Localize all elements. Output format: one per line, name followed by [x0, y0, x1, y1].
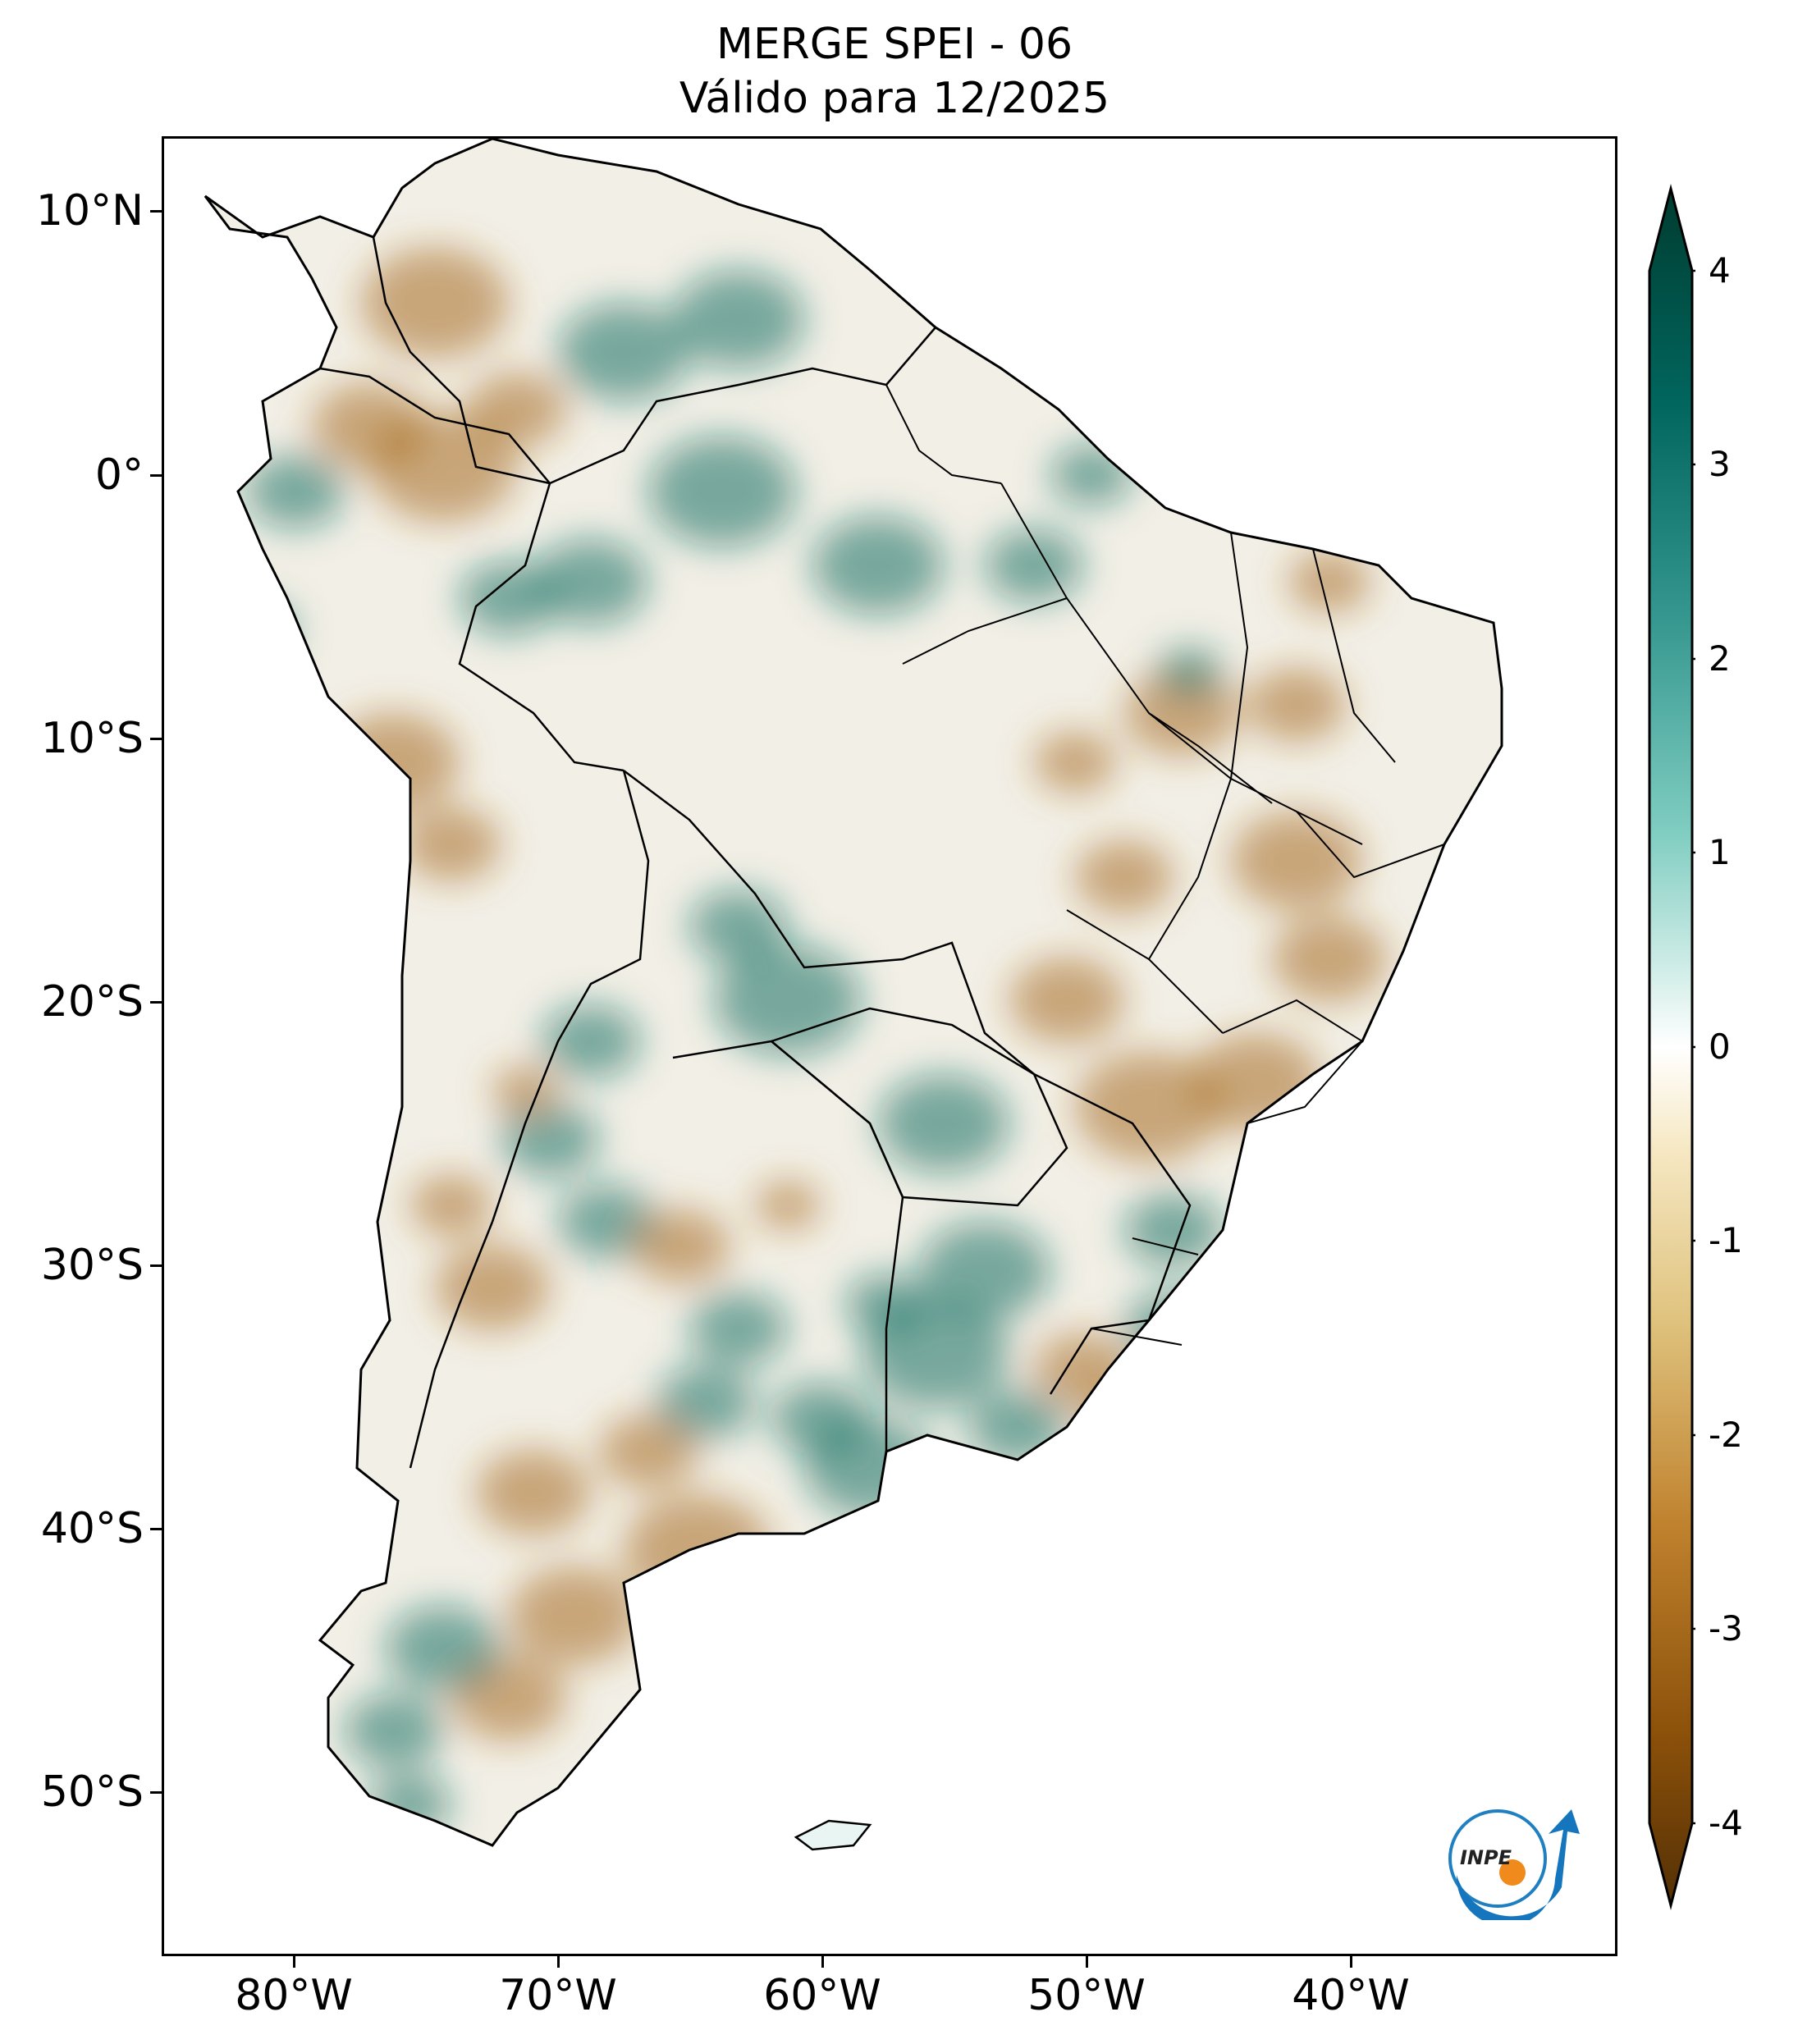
dry-anomaly-patch [402, 807, 501, 881]
wet-anomaly-patch [648, 436, 796, 547]
state-borders [885, 384, 1445, 1346]
dry-anomaly-patch [468, 373, 566, 446]
y-tick-mark [150, 1528, 162, 1530]
dry-anomaly-patch [1075, 1051, 1223, 1163]
x-tick-mark [821, 1956, 824, 1968]
dry-anomaly-patch [1034, 731, 1116, 793]
dry-anomaly-patch [509, 1566, 640, 1665]
wet-anomaly-patch [968, 1390, 1067, 1464]
dry-anomaly-patch [632, 1209, 730, 1283]
dry-anomaly-patch [1009, 957, 1124, 1044]
logo-text: INPE [1460, 1846, 1512, 1869]
wet-anomaly-patch [369, 1773, 451, 1836]
dry-anomaly-patch [361, 247, 509, 359]
map-title: MERGE SPEI - 06 [716, 20, 1073, 69]
south-america-map [204, 139, 1503, 1851]
colorbar-tick-label: -4 [1709, 1803, 1743, 1843]
y-tick-mark [150, 210, 162, 213]
y-tick-mark [150, 1791, 162, 1794]
y-tick-mark [150, 474, 162, 477]
dry-anomaly-patch [1034, 1333, 1132, 1406]
dry-anomaly-patch [599, 1415, 698, 1488]
wet-anomaly-patch [1124, 1193, 1223, 1267]
dry-anomaly-patch [369, 411, 517, 523]
y-tick-label: 30°S [40, 1241, 144, 1290]
wet-anomaly-patch [1124, 1292, 1223, 1365]
wet-anomaly-patch [689, 889, 788, 963]
wet-anomaly-patch [542, 1004, 640, 1078]
y-tick-mark [150, 738, 162, 740]
y-tick-label: 0° [94, 450, 144, 500]
y-tick-label: 50°S [40, 1767, 144, 1817]
wet-anomaly-patch [673, 270, 804, 368]
y-tick-mark [150, 1264, 162, 1267]
colorbar-ticks [1692, 269, 1695, 1825]
wet-anomaly-patch [919, 1222, 1050, 1320]
y-tick-label: 10°N [35, 186, 144, 235]
dry-anomaly-patch [1247, 668, 1346, 742]
x-tick-label: 60°W [763, 1971, 881, 2020]
colorbar-tick-label: 4 [1709, 250, 1731, 290]
coastline [204, 139, 1503, 1847]
x-tick-mark [557, 1956, 560, 1968]
map-area [162, 136, 1617, 1956]
wet-anomaly-patch [460, 561, 558, 635]
wet-anomaly-patch [558, 1185, 657, 1259]
wet-anomaly-patch [812, 516, 944, 615]
x-tick-label: 70°W [499, 1971, 617, 2020]
wet-anomaly-patch [714, 944, 862, 1056]
colorbar-body [1648, 184, 1694, 1910]
wet-anomaly-patch [657, 1365, 755, 1439]
wet-anomaly-patch [558, 303, 689, 401]
y-tick-label: 10°S [40, 714, 144, 763]
wet-anomaly-patch [878, 1074, 1009, 1173]
x-tick-label: 40°W [1292, 1971, 1410, 2020]
dry-anomaly-patch [755, 1181, 821, 1230]
wet-anomaly-patch [345, 1694, 443, 1767]
wet-anomaly-patch [771, 1382, 870, 1456]
dry-anomaly-patch [476, 1449, 591, 1536]
y-tick-label: 20°S [40, 977, 144, 1027]
wet-anomaly-patch [845, 1273, 927, 1335]
x-tick-mark [1350, 1956, 1352, 1968]
falkland-islands [794, 1819, 872, 1851]
colorbar-tick-label: -1 [1709, 1220, 1743, 1260]
colorbar-tick-label: 0 [1709, 1027, 1731, 1067]
country-borders [319, 236, 1192, 1469]
wet-anomaly-patch [1050, 444, 1132, 506]
dry-anomaly-patch [435, 1244, 550, 1331]
dry-anomaly-patch [624, 1494, 771, 1606]
x-tick-label: 80°W [235, 1971, 353, 2020]
wet-anomaly-patch [386, 1605, 501, 1692]
x-tick-label: 50°W [1027, 1971, 1146, 2020]
colorbar-tick-label: -3 [1709, 1608, 1743, 1648]
colorbar-tick-label: -2 [1709, 1415, 1743, 1455]
colorbar [1648, 184, 1695, 1910]
dry-anomaly-patch [1272, 916, 1387, 1003]
wet-anomaly-patch [1157, 647, 1223, 697]
inpe-logo: INPE [1448, 1809, 1580, 1920]
spei-field [205, 139, 1502, 1845]
dry-anomaly-patch [410, 1174, 492, 1237]
dry-anomaly-patch [1231, 812, 1362, 910]
wet-anomaly-patch [533, 538, 648, 625]
colorbar-tick-label: 1 [1709, 832, 1731, 872]
y-tick-mark [150, 1001, 162, 1004]
colorbar-tick-label: 2 [1709, 638, 1731, 679]
y-tick-label: 40°S [40, 1504, 144, 1553]
wet-anomaly-patch [689, 1292, 788, 1365]
dry-anomaly-patch [1288, 551, 1370, 613]
dry-anomaly-patch [1075, 840, 1174, 914]
colorbar-tick-label: 3 [1709, 444, 1731, 484]
dry-anomaly-patch [1083, 1382, 1182, 1456]
x-tick-mark [293, 1956, 295, 1968]
x-tick-mark [1086, 1956, 1088, 1968]
map-subtitle: Válido para 12/2025 [679, 74, 1110, 123]
dry-anomaly-patch [492, 1066, 558, 1115]
dry-anomaly-patch [1124, 670, 1239, 757]
wet-anomaly-patch [213, 600, 295, 662]
wet-anomaly-patch [246, 455, 345, 528]
